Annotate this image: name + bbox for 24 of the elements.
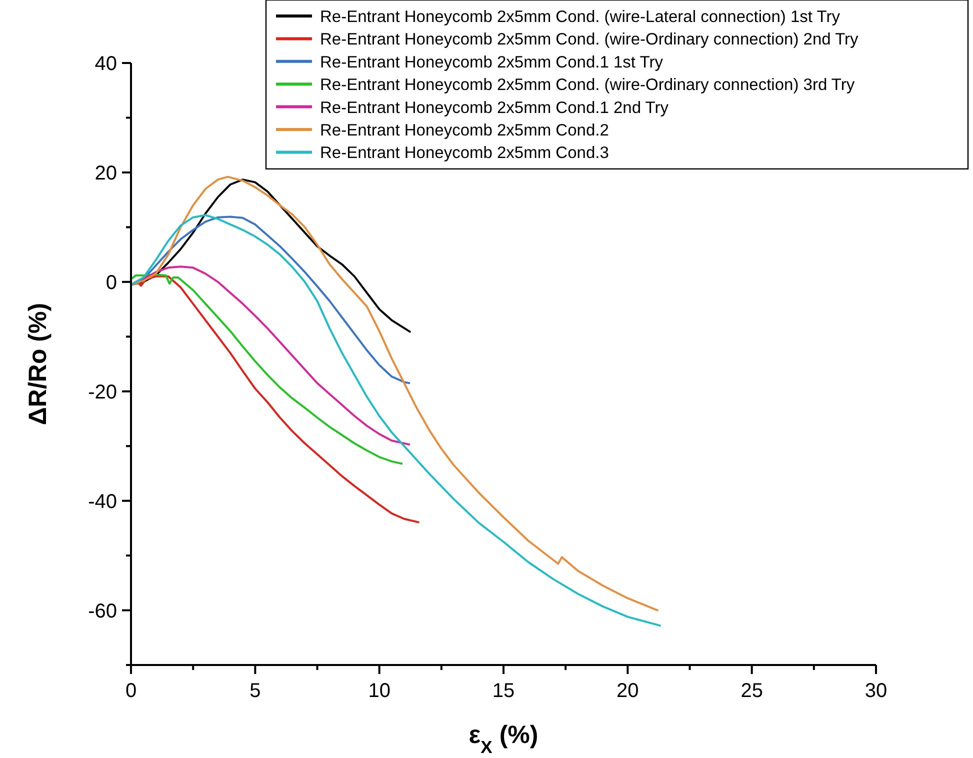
legend-label: Re-Entrant Honeycomb 2x5mm Cond. (wire-Lateral connection) 1st Try: [320, 8, 841, 26]
y-tick-label: 0: [106, 272, 117, 294]
line-series: [130, 275, 420, 524]
x-tick-label: 25: [740, 680, 763, 702]
y-axis-title: ΔR/Ro (%): [24, 302, 52, 426]
x-tick-label: 5: [250, 680, 261, 702]
legend-label: Re-Entrant Honeycomb 2x5mm Cond. (wire-Ordinary connection) 2nd Try: [320, 30, 860, 49]
y-tick-label: -40: [88, 490, 117, 513]
y-tick-label: -60: [88, 600, 117, 622]
x-tick-label: 20: [616, 680, 639, 702]
y-tick-label: 40: [94, 53, 117, 75]
line-series: [130, 274, 403, 465]
legend-label: Re-Entrant Honeycomb 2x5mm Cond.3: [320, 144, 609, 162]
x-tick-label: 30: [864, 680, 888, 702]
x-axis-title: ε$_{X}$ (%): [468, 721, 538, 757]
legend-label: Re-Entrant Honeycomb 2x5mm Cond.1 1st Try: [320, 53, 664, 72]
x-tick-label: 10: [368, 680, 390, 702]
x-tick-label: 0: [125, 680, 137, 702]
y-tick-label: 20: [94, 162, 117, 184]
y-tick-label: -20: [88, 381, 117, 404]
legend-label: Re-Entrant Honeycomb 2x5mm Cond. (wire-Ordinary connection) 3rd Try: [320, 76, 856, 94]
x-tick-label: 15: [492, 680, 515, 702]
legend-label: Re-Entrant Honeycomb 2x5mm Cond.1 2nd Try: [320, 98, 670, 117]
legend-label: Re-Entrant Honeycomb 2x5mm Cond.2: [320, 122, 609, 140]
